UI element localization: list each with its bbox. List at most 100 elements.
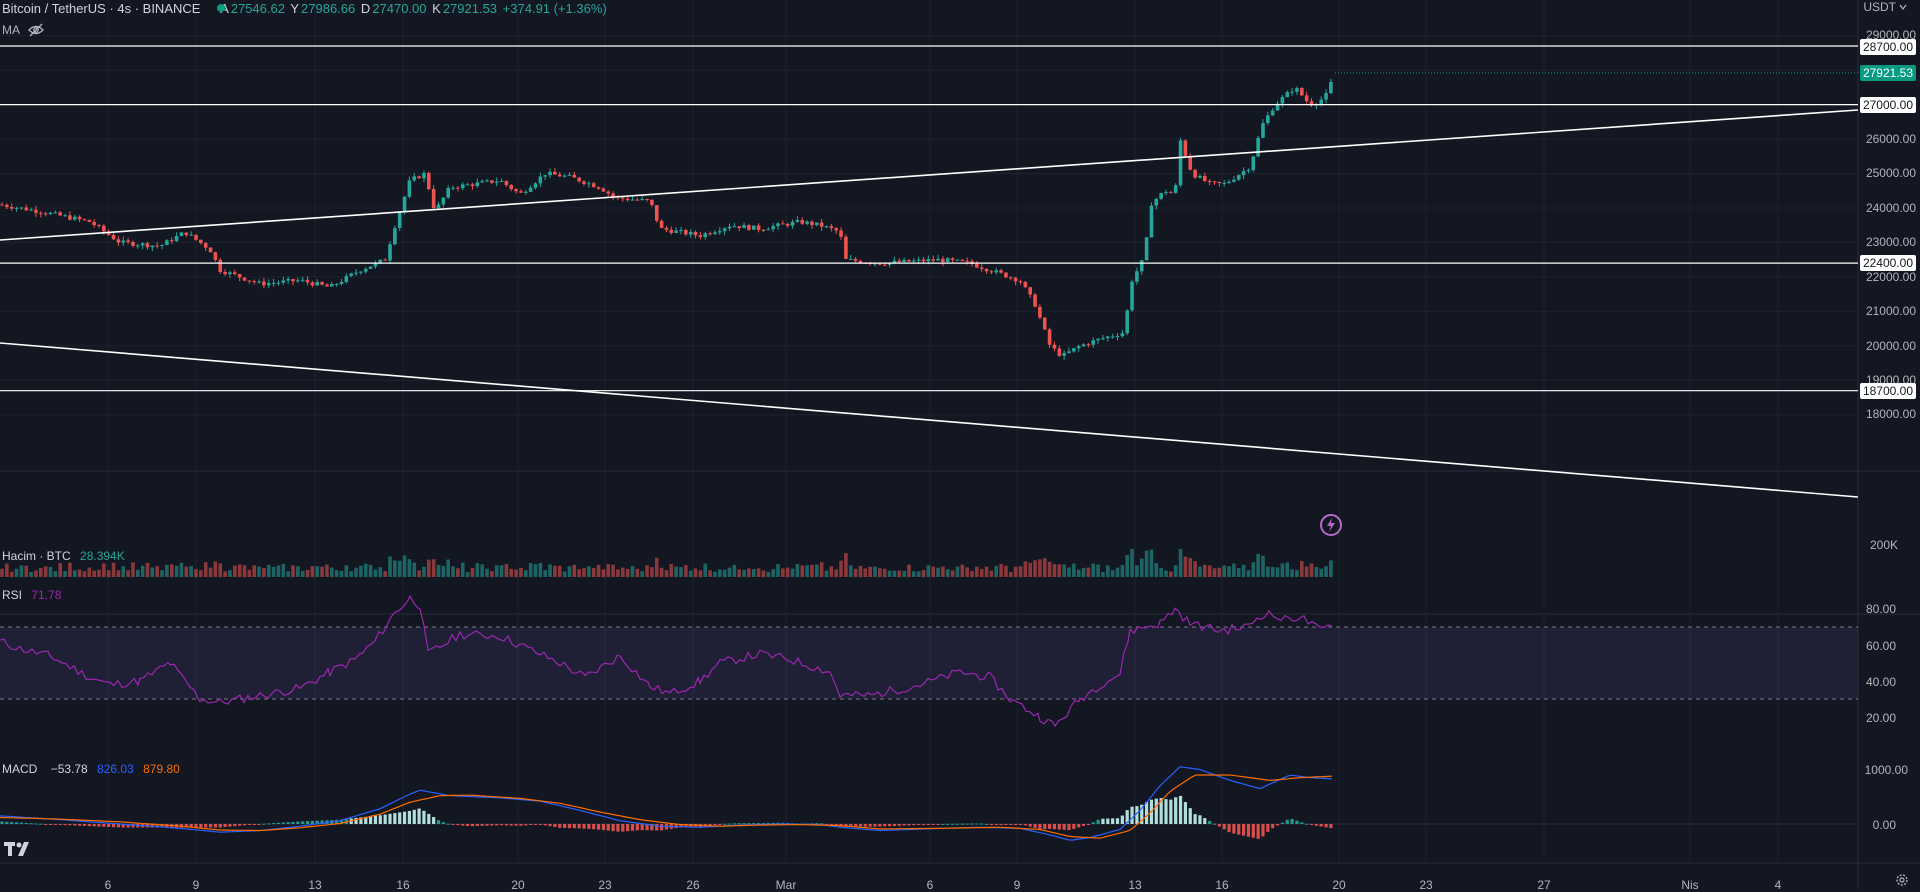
volume-bar: [548, 564, 552, 577]
volume-bar: [315, 566, 320, 577]
volume-bar: [1203, 564, 1207, 577]
macd-histogram-bar: [1203, 818, 1207, 824]
currency-label[interactable]: USDT: [1863, 0, 1896, 14]
hline-price-badge[interactable]: 28700.00: [1859, 39, 1916, 55]
volume-legend[interactable]: Hacim · BTC 28.394K: [2, 549, 125, 563]
macd-axis-tick: 0.00: [1872, 818, 1896, 832]
volume-bar: [601, 569, 606, 577]
candle-body: [237, 274, 242, 278]
macd-histogram-bar: [1125, 810, 1129, 824]
volume-bar: [412, 562, 417, 577]
macd-hist-value: −53.78: [50, 762, 88, 776]
ma-legend[interactable]: MA: [2, 23, 44, 37]
macd-histogram-bar: [829, 824, 833, 826]
candle-body: [1266, 115, 1270, 123]
macd-histogram-bar: [111, 824, 116, 828]
settings-icon[interactable]: [1894, 872, 1910, 888]
volume-bar: [407, 559, 412, 577]
volume-bar: [39, 568, 43, 577]
macd-histogram-bar: [563, 824, 567, 829]
macd-histogram-bar: [286, 822, 290, 824]
candle-body: [97, 225, 101, 227]
tradingview-logo-icon[interactable]: [4, 840, 36, 858]
macd-histogram-bar: [63, 824, 67, 826]
volume-bar: [194, 569, 198, 577]
candle-body: [553, 171, 557, 175]
candle-body: [834, 228, 838, 231]
macd-histogram-bar: [296, 821, 300, 824]
macd-histogram-bar: [747, 823, 751, 825]
macd-histogram-bar: [1300, 822, 1304, 824]
rsi-value: 71.78: [31, 588, 62, 602]
candle-body: [1212, 181, 1217, 183]
volume-bar: [737, 569, 741, 577]
lightning-icon[interactable]: [1319, 513, 1343, 537]
candle-body: [1106, 336, 1110, 339]
macd-histogram-bar: [1077, 824, 1081, 828]
macd-histogram-bar: [339, 819, 344, 824]
macd-histogram-bar: [626, 824, 630, 832]
volume-bar: [514, 569, 518, 577]
volume-bar: [771, 569, 775, 577]
candle-body: [708, 233, 712, 235]
candle-body: [53, 212, 58, 214]
macd-histogram-bar: [68, 824, 72, 826]
hline-price-badge[interactable]: 27000.00: [1859, 97, 1916, 113]
candle-body: [965, 260, 969, 262]
candle-body: [58, 212, 62, 216]
candle-body: [136, 245, 140, 247]
macd-histogram-bar: [1290, 818, 1294, 824]
macd-histogram-bar: [849, 824, 853, 827]
volume-bar: [1178, 549, 1183, 577]
macd-legend[interactable]: MACD −53.78 826.03 879.80: [2, 762, 180, 776]
volume-bar: [252, 565, 256, 577]
macd-histogram-bar: [524, 824, 528, 826]
macd-histogram-bar: [1159, 798, 1163, 824]
volume-bar: [499, 565, 504, 577]
hline-price-badge[interactable]: 22400.00: [1859, 255, 1916, 271]
volume-bar: [150, 567, 155, 577]
hline-price-badge[interactable]: 18700.00: [1859, 383, 1916, 399]
macd-histogram-bar: [204, 824, 208, 828]
candle-body: [737, 226, 741, 229]
volume-bar: [490, 571, 494, 577]
volume-bar: [320, 566, 324, 577]
macd-histogram-bar: [1232, 824, 1236, 834]
volume-bar: [169, 564, 174, 577]
eye-hidden-icon[interactable]: [28, 23, 44, 37]
macd-histogram-bar: [388, 813, 392, 824]
macd-histogram-bar: [393, 813, 397, 824]
symbol-title[interactable]: Bitcoin / TetherUS · 4s · BINANCE: [2, 1, 201, 16]
candle-body: [621, 197, 625, 199]
rsi-axis-tick: 80.00: [1865, 602, 1896, 616]
volume-bar: [334, 570, 339, 577]
volume-bar: [417, 570, 421, 577]
volume-bar: [887, 570, 892, 577]
volume-bar: [989, 570, 994, 577]
volume-bar: [92, 570, 96, 577]
candle-body: [994, 270, 999, 273]
volume-bar: [1236, 568, 1241, 577]
candle-body: [436, 204, 441, 208]
candle-body: [955, 259, 960, 261]
macd-histogram-bar: [1295, 820, 1299, 824]
volume-bar: [1164, 570, 1168, 577]
candle-body: [819, 222, 824, 227]
candle-body: [1173, 185, 1178, 193]
rsi-label: RSI: [2, 588, 23, 602]
volume-bar: [0, 568, 4, 577]
candle-body: [402, 196, 407, 212]
volume-bar: [1270, 567, 1275, 577]
macd-histogram-bar: [1227, 824, 1231, 833]
chevron-down-icon[interactable]: [1898, 2, 1908, 12]
volume-bar: [388, 556, 392, 577]
candle-body: [810, 221, 814, 226]
candle-body: [950, 258, 955, 260]
volume-bar: [674, 566, 678, 577]
macd-histogram-bar: [1018, 824, 1023, 825]
macd-histogram-bar: [78, 824, 82, 826]
market-open-icon: [214, 1, 228, 15]
rsi-legend[interactable]: RSI 71.78: [2, 588, 61, 602]
volume-bar: [907, 564, 911, 577]
